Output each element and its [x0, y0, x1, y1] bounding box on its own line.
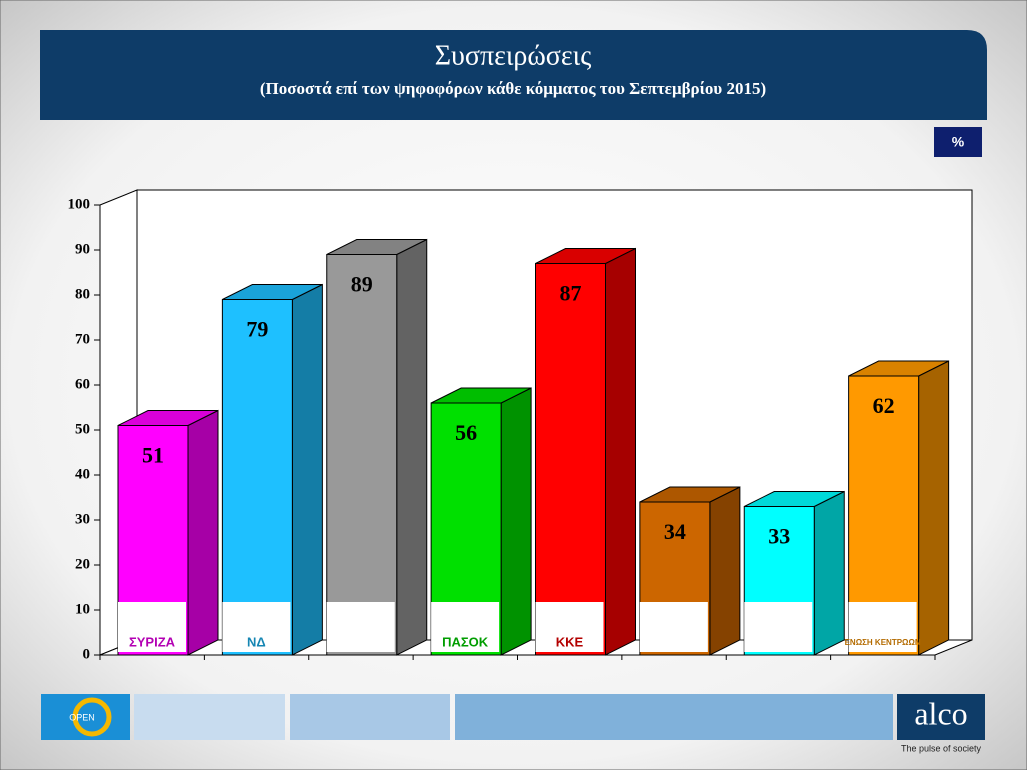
value-label: 56 — [455, 420, 477, 445]
alco-tagline: The pulse of society — [901, 743, 982, 753]
bar-side — [187, 409, 219, 656]
party-logo — [535, 602, 604, 652]
footer-block — [134, 694, 285, 740]
header-band — [40, 30, 987, 120]
y-tick-label: 40 — [75, 466, 90, 482]
bar-side — [918, 360, 950, 656]
value-label: 33 — [768, 524, 790, 549]
bar-side — [396, 238, 428, 656]
footer-block — [290, 694, 450, 740]
unit-badge — [934, 127, 982, 157]
y-tick-label: 70 — [75, 331, 90, 347]
x-tick-label: ΝΔ — [247, 634, 266, 649]
value-label: 89 — [351, 272, 373, 297]
chart-title: Συσπειρώσεις — [435, 40, 592, 71]
x-tick-label: ΕΝΩΣΗ ΚΕΝΤΡΩΩΝ — [845, 638, 921, 647]
value-label: 79 — [246, 317, 268, 342]
value-label: 34 — [664, 519, 686, 544]
unit-badge-text: % — [952, 134, 965, 150]
alco-brand: alco — [914, 695, 967, 731]
open-logo-text: OPEN — [69, 712, 95, 722]
party-logo — [326, 602, 395, 652]
value-label: 62 — [873, 393, 895, 418]
x-tick-label: ΣΥΡΙΖΑ — [129, 634, 176, 649]
y-tick-label: 50 — [75, 421, 90, 437]
bar — [221, 299, 293, 656]
value-label: 51 — [142, 443, 164, 468]
bar-side — [709, 486, 741, 656]
party-logo — [744, 602, 813, 652]
y-tick-label: 0 — [83, 646, 91, 662]
y-tick-label: 80 — [75, 286, 90, 302]
y-tick-label: 20 — [75, 556, 90, 572]
party-logo — [639, 602, 708, 652]
footer-block — [455, 694, 893, 740]
bar — [535, 263, 606, 656]
y-tick-label: 10 — [75, 601, 90, 617]
bar-side — [500, 387, 532, 656]
party-logo — [118, 602, 186, 652]
alco-logo — [897, 694, 985, 740]
bar-side — [605, 247, 636, 656]
x-tick-label: ΚΚΕ — [556, 634, 584, 649]
x-tick-label: ΠΑΣΟΚ — [442, 634, 489, 649]
party-logo — [222, 602, 291, 652]
bar — [326, 254, 398, 656]
y-tick-label: 90 — [75, 241, 90, 257]
y-tick-label: 60 — [75, 376, 90, 392]
chart-subtitle: (Ποσοστά επί των ψηφοφόρων κάθε κόμματος… — [260, 79, 766, 98]
y-tick-label: 100 — [68, 196, 91, 212]
y-tick-label: 30 — [75, 511, 90, 527]
bar-side — [813, 490, 845, 656]
party-logo — [431, 602, 500, 652]
bar-side — [291, 283, 323, 656]
open-logo-ring — [72, 697, 112, 737]
party-logo — [848, 602, 917, 652]
value-label: 87 — [560, 281, 582, 306]
plot: 0 10 20 30 40 50 60 70 80 90 100 51 ΣΥΡΙΖΑ 79 ΝΔ 89 56 ΠΑ… — [68, 189, 973, 662]
